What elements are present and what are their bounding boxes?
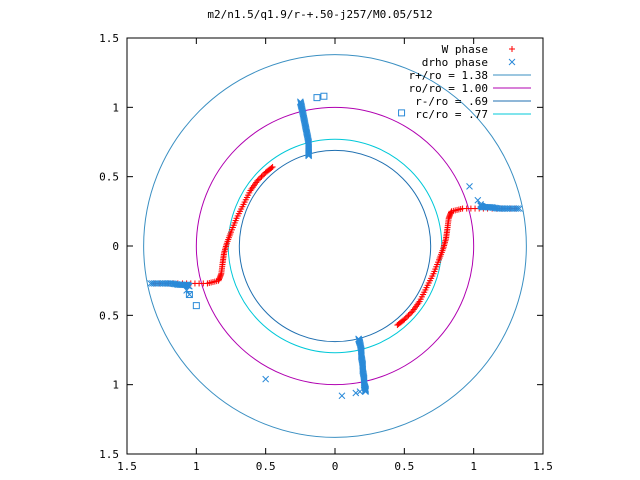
y-tick-label-2: 0.5 (99, 171, 119, 184)
point-s1-a2-1-i1-b (503, 205, 511, 212)
point-s1-a2-5 (477, 202, 484, 210)
point-s0-a0-12-i2 (257, 175, 264, 182)
point-s1-a2-3-i5-b (481, 203, 488, 211)
point-s0-a0-12-i3 (258, 173, 265, 180)
axis-ticks: 1.5 1 0.5 0 0.5 1 1.51.510.500.511.5 (99, 32, 553, 473)
point-s1-sq-3 (192, 302, 200, 310)
point-s1-a0-9 (305, 152, 313, 160)
x-tick-label-1: 1 (193, 460, 200, 473)
point-s1-a1-9-b (362, 388, 369, 395)
chart-title: m2/n1.5/q1.9/r-+.50-j257/M0.05/512 (207, 8, 433, 21)
point-s1-a0-9-b (305, 152, 313, 160)
point-s1-out-1 (474, 196, 482, 204)
point-s1-out-5-b (262, 375, 270, 383)
x-tick-label-3: 0 (332, 460, 339, 473)
point-s1-a2-5-b (477, 202, 484, 210)
point-s1-out-3-b (183, 287, 190, 294)
point-s1-out-5 (262, 375, 270, 383)
point-s0-a0-12-i4 (259, 172, 266, 179)
point-s1-a2-1-b (504, 205, 512, 212)
point-s1-a2-1-i1 (503, 205, 511, 212)
point-s1-a3-1-b (158, 280, 166, 287)
point-s1-out-4 (186, 291, 193, 298)
point-s1-a3-1-i3 (163, 280, 170, 287)
point-s1-out-8 (356, 388, 364, 395)
x-tick-label-4: 0.5 (394, 460, 414, 473)
point-s1-sq-0 (313, 94, 321, 102)
legend-marker-1-b (508, 58, 516, 66)
circle-0 (143, 54, 527, 438)
x-tick-label-0: 1.5 (117, 460, 137, 473)
data-points (147, 92, 523, 400)
point-s1-a3-1-i3-b (163, 280, 170, 287)
point-s1-out-7-b (352, 389, 360, 397)
point-s1-a3-5-b (186, 282, 193, 290)
point-s0-a1-12-i4 (404, 313, 411, 320)
point-s1-a2-1-i3 (500, 205, 507, 212)
y-tick-label-0: 1.5 (99, 32, 119, 45)
legend-label-5: rc/ro = .77 (415, 108, 488, 121)
point-s1-out-8-b (356, 388, 364, 395)
y-tick-label-5: 1 (112, 379, 119, 392)
legend-label-1: drho phase (422, 56, 488, 69)
y-tick-label-3: 0 (112, 240, 119, 253)
point-s1-out-0-b (466, 183, 473, 190)
point-s1-out-6-b (338, 392, 346, 400)
point-s1-a3-1-i2-b (161, 280, 169, 287)
point-s0-a0-14 (269, 163, 276, 170)
point-s1-a3-3-i5-b (182, 281, 189, 289)
point-s1-out-3 (183, 287, 190, 294)
legend-label-2: r+/ro = 1.38 (409, 69, 488, 82)
point-s0-a1-12-i1 (408, 309, 415, 316)
point-s1-out-2-b (477, 201, 484, 208)
point-s1-out-6 (338, 392, 346, 400)
circle-1 (195, 106, 475, 386)
x-tick-label-5: 1 (470, 460, 477, 473)
circle-2 (238, 149, 432, 343)
point-s1-sq-4 (185, 291, 193, 299)
x-tick-label-6: 1.5 (533, 460, 553, 473)
point-s1-out-0 (466, 183, 473, 190)
point-s0-a0-12 (254, 177, 261, 184)
legend-label-0: W phase (442, 43, 488, 56)
point-s0-a1-12-i3 (405, 312, 412, 319)
point-s1-a2-1-i3-b (500, 205, 507, 212)
point-s1-out-2 (477, 201, 484, 208)
y-tick-label-1: 1 (112, 101, 119, 114)
y-tick-label-6: 1.5 (99, 448, 119, 461)
point-s0-a0-12-i1 (255, 176, 262, 183)
point-s1-a3-1-i1 (159, 280, 167, 287)
legend-label-3: ro/ro = 1.00 (409, 82, 488, 95)
point-s1-a3-1-i1-b (159, 280, 167, 287)
point-s0-a1-13-i5 (395, 321, 402, 328)
point-s0-a0-13-i5 (268, 164, 275, 171)
point-s1-a3-1-i2 (161, 280, 169, 287)
point-s1-a3-1 (158, 280, 166, 287)
point-s1-a3-5 (186, 282, 193, 290)
point-s1-a2-1 (504, 205, 512, 212)
legend-label-4: r-/ro = .69 (415, 95, 488, 108)
point-s1-sq-1 (320, 92, 328, 100)
point-s1-out-4-b (186, 291, 193, 298)
point-s0-a1-12-i2 (406, 310, 413, 317)
point-s1-a1-9 (362, 388, 369, 395)
point-s1-sq-2 (398, 109, 406, 117)
point-s1-a2-1-i2-b (501, 205, 509, 212)
point-s1-a2-1-i2 (501, 205, 509, 212)
y-tick-label-4: 0.5 (99, 309, 119, 322)
point-s1-out-1-b (474, 196, 482, 204)
point-s0-a1-12 (409, 308, 416, 315)
point-s1-out-7 (352, 389, 360, 397)
x-tick-label-2: 0.5 (256, 460, 276, 473)
point-s0-a1-14 (394, 322, 401, 329)
circle-3 (227, 138, 443, 354)
